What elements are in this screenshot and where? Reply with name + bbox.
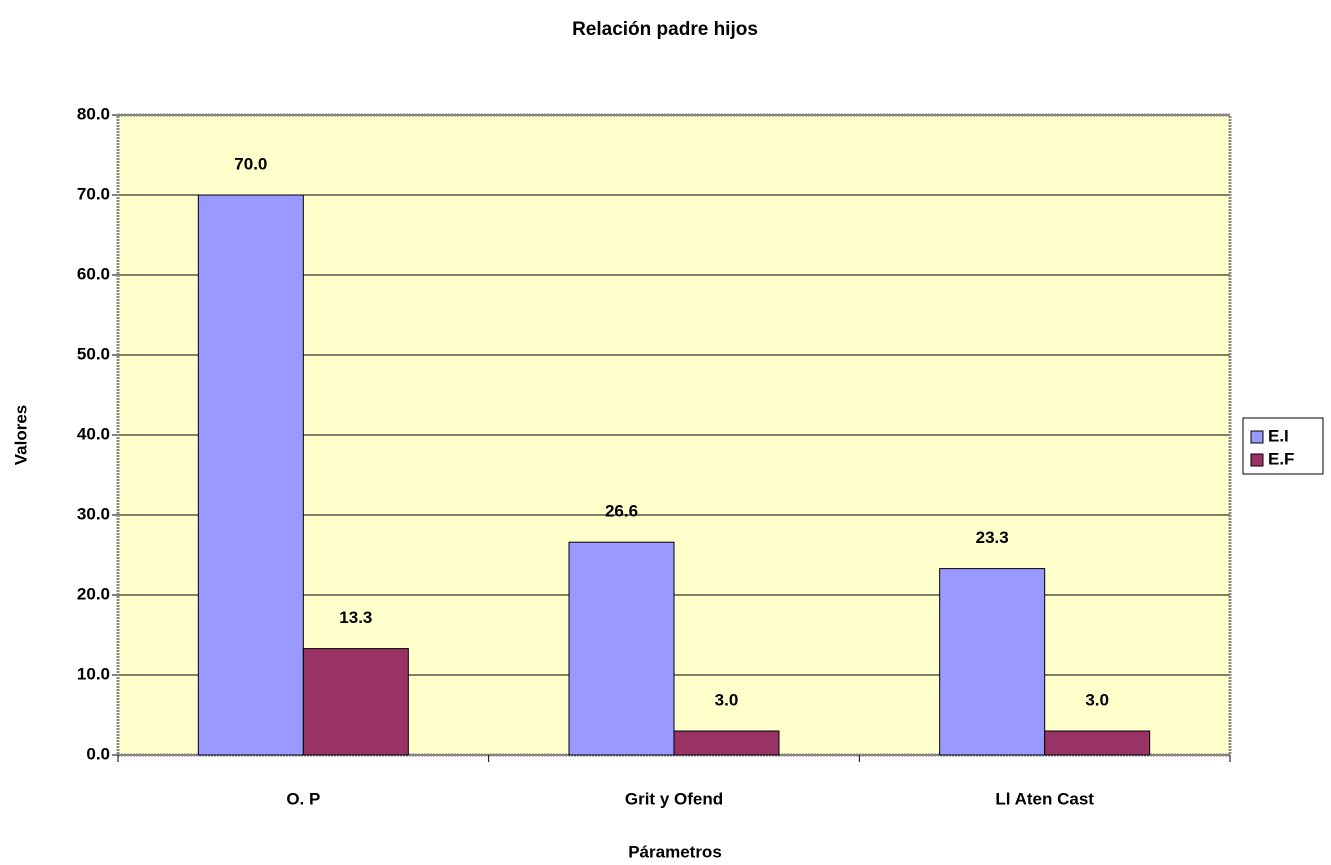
y-tick-label: 60.0 xyxy=(77,264,110,283)
y-axis-label: Valores xyxy=(11,405,30,466)
data-label: 23.3 xyxy=(976,528,1009,547)
y-tick-label: 80.0 xyxy=(77,104,110,123)
bar xyxy=(568,541,675,756)
x-tick-label: Ll Aten Cast xyxy=(995,789,1094,808)
y-tick-label: 10.0 xyxy=(77,664,110,683)
data-label: 13.3 xyxy=(339,608,372,627)
x-axis-label: Párametros xyxy=(628,842,722,861)
x-tick-label: Grit y Ofend xyxy=(625,789,723,808)
y-tick-label: 20.0 xyxy=(77,584,110,603)
bar xyxy=(1044,730,1151,756)
legend-swatch xyxy=(1250,453,1264,467)
legend-swatch xyxy=(1250,430,1264,444)
x-tick-label: O. P xyxy=(286,789,320,808)
data-label: 70.0 xyxy=(234,154,267,173)
y-tick-label: 40.0 xyxy=(77,424,110,443)
bar xyxy=(302,648,409,756)
y-tick-label: 70.0 xyxy=(77,184,110,203)
y-tick-label: 50.0 xyxy=(77,344,110,363)
y-tick-label: 30.0 xyxy=(77,504,110,523)
data-label: 3.0 xyxy=(715,690,739,709)
y-tick-label: 0.0 xyxy=(86,744,110,763)
data-label: 26.6 xyxy=(605,502,638,521)
legend-label: E.I xyxy=(1268,426,1289,445)
bar xyxy=(197,194,304,756)
bar xyxy=(939,568,1046,756)
data-label: 3.0 xyxy=(1085,690,1109,709)
legend-label: E.F xyxy=(1268,449,1294,468)
bar xyxy=(673,730,780,756)
chart-title: Relación padre hijos xyxy=(572,19,758,40)
